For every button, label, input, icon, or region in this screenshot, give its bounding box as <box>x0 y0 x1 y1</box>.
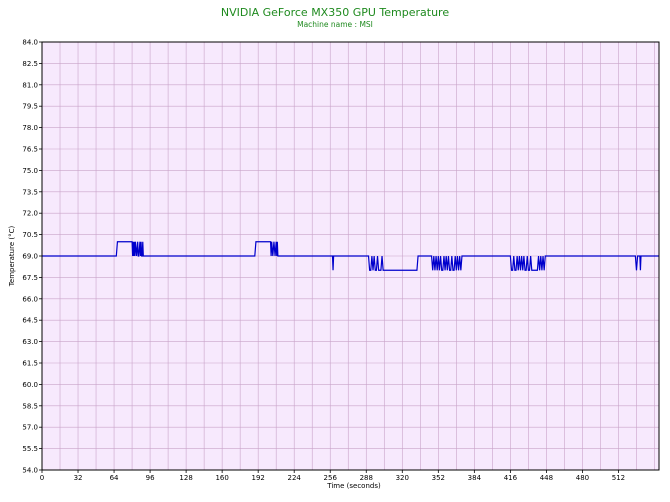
y-tick-label: 55.5 <box>22 445 38 453</box>
x-tick-label: 512 <box>612 474 625 482</box>
y-axis: 54.0 55.5 57.0 58.5 60.0 61.5 63.0 64.5 66.0 67.5… <box>22 39 42 475</box>
y-tick-label: 61.5 <box>22 360 38 368</box>
y-tick-label: 54.0 <box>22 467 38 475</box>
x-tick-label: 224 <box>288 474 302 482</box>
y-tick-label: 64.5 <box>22 317 38 325</box>
y-tick-label: 60.0 <box>22 381 38 389</box>
y-tick-label: 76.5 <box>22 146 38 154</box>
x-tick-label: 160 <box>215 474 228 482</box>
x-tick-label: 96 <box>146 474 155 482</box>
y-tick-label: 84.0 <box>22 39 38 47</box>
x-tick-label: 352 <box>432 474 445 482</box>
x-axis-label: Time (seconds) <box>326 482 381 490</box>
x-tick-label: 256 <box>324 474 338 482</box>
series-layer <box>42 241 659 271</box>
y-tick-label: 75.0 <box>22 167 38 175</box>
y-tick-label: 82.5 <box>22 60 38 68</box>
y-tick-label: 79.5 <box>22 103 38 111</box>
y-tick-label: 73.5 <box>22 188 38 196</box>
x-tick-label: 64 <box>110 474 119 482</box>
x-tick-label: 192 <box>251 474 264 482</box>
x-tick-label: 416 <box>504 474 518 482</box>
series-line-0 <box>42 241 659 271</box>
y-tick-label: 58.5 <box>22 402 38 410</box>
x-tick-label: 0 <box>40 474 44 482</box>
x-tick-label: 32 <box>74 474 83 482</box>
y-tick-label: 57.0 <box>22 424 38 432</box>
y-tick-label: 67.5 <box>22 274 38 282</box>
y-axis-label: Temperature (°C) <box>8 226 16 288</box>
y-tick-label: 70.5 <box>22 231 38 239</box>
x-tick-label: 384 <box>468 474 482 482</box>
y-tick-label: 69.0 <box>22 253 38 261</box>
chart-title: NVIDIA GeForce MX350 GPU Temperature <box>221 6 449 19</box>
x-tick-label: 288 <box>360 474 373 482</box>
x-tick-label: 128 <box>179 474 192 482</box>
x-tick-label: 448 <box>540 474 553 482</box>
y-tick-label: 72.0 <box>22 210 38 218</box>
y-tick-label: 66.0 <box>22 295 38 303</box>
y-tick-label: 81.0 <box>22 81 38 89</box>
y-tick-label: 63.0 <box>22 338 38 346</box>
y-tick-label: 78.0 <box>22 124 38 132</box>
x-axis: 0 32 64 96 128 160 192 224 256 288 320 352 384 416 448… <box>40 470 625 482</box>
x-tick-label: 480 <box>576 474 589 482</box>
chart-subtitle: Machine name : MSI <box>297 20 373 29</box>
x-tick-label: 320 <box>396 474 409 482</box>
